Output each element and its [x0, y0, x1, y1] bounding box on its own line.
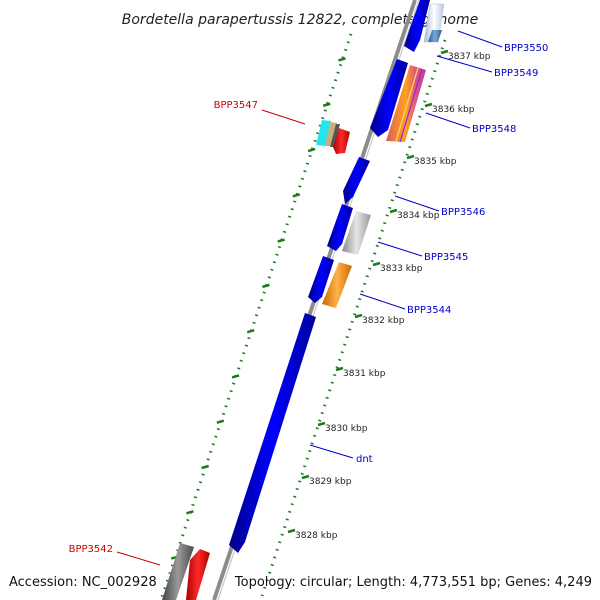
gene-label-dnt[interactable]: dnt: [356, 454, 373, 465]
gene-arrow-bpp3547-tan[interactable]: [325, 122, 337, 146]
scale-tick-label: 3831 kbp: [343, 369, 386, 379]
gene-arrow-bpp3545-blue[interactable]: [327, 204, 353, 251]
gene-arrow-bpp3550-steel[interactable]: [428, 30, 442, 42]
gene-label-bpp3542[interactable]: BPP3542: [69, 544, 113, 555]
gene-arrow-bpp3549-stripe: [395, 67, 419, 142]
scale-tick: [406, 154, 415, 160]
outer-track-mark: [201, 464, 209, 470]
scale-tick-label: 3836 kbp: [432, 105, 475, 115]
scale-tick-label: 3835 kbp: [414, 157, 457, 167]
outer-track-mark: [231, 374, 240, 379]
scale-tick-label: 3830 kbp: [325, 424, 368, 434]
outer-track-mark: [216, 419, 225, 424]
scale-tick: [317, 421, 326, 427]
gene-arrow-bpp3548-stripe: [399, 68, 423, 143]
gene-label-bpp3548[interactable]: BPP3548: [472, 124, 516, 135]
outer-dotted-track: [159, 33, 353, 600]
map-title: Bordetella parapertussis 12822, complete…: [122, 12, 478, 28]
scale-tick: [301, 474, 310, 480]
scale-tick: [424, 102, 433, 108]
gene-arrow-bpp3547-dark[interactable]: [330, 124, 340, 147]
accession-text: Accession: NC_002928: [9, 575, 157, 590]
gene-arrow-bpp3544-blue[interactable]: [308, 256, 334, 303]
scale-tick: [440, 49, 449, 55]
scale-tick-label: 3834 kbp: [397, 211, 440, 221]
scale-ticks: 3837 kbp 3836 kbp 3835 kbp 3834 kbp 3833 kbp…: [287, 49, 491, 541]
gene-arrow-bpp3547-red[interactable]: [333, 128, 350, 154]
scale-tick: [354, 313, 363, 319]
gene-arrow-bpp3549[interactable]: [386, 65, 426, 142]
gene-arrow-dnt[interactable]: [229, 313, 316, 553]
gene-arrow-bpp3546[interactable]: [343, 157, 370, 204]
gene-arrow-bpp3545[interactable]: [342, 211, 371, 255]
scale-tick-label: 3833 kbp: [380, 264, 423, 274]
gene-arrow-bpp3542[interactable]: [162, 543, 194, 600]
gene-label-bpp3546[interactable]: BPP3546: [441, 207, 485, 218]
scale-tick: [335, 366, 344, 372]
gene-label-bpp3550[interactable]: BPP3550: [504, 43, 548, 54]
gene-label-bpp3544[interactable]: BPP3544: [407, 305, 451, 316]
outer-track-mark: [292, 193, 301, 198]
gene-label-bpp3547[interactable]: BPP3547: [214, 100, 258, 111]
gene-label-bpp3549[interactable]: BPP3549: [494, 68, 538, 79]
gene-arrow-bpp3542-red[interactable]: [186, 549, 210, 600]
scale-tick-label: 3828 kbp: [295, 531, 338, 541]
scale-tick-label: 3837 kbp: [448, 52, 491, 62]
scale-tick-label: 3829 kbp: [309, 477, 352, 487]
gene-label-bpp3545[interactable]: BPP3545: [424, 252, 468, 263]
outer-track-mark: [322, 102, 331, 107]
gene-arrow-blue-3836[interactable]: [370, 59, 408, 137]
outer-track-mark: [186, 510, 194, 515]
topology-text: Topology: circular; Length: 4,773,551 bp…: [234, 575, 592, 590]
scale-tick: [389, 208, 398, 214]
gene-arrow-bpp3544[interactable]: [322, 262, 352, 308]
inner-dotted-ruler: [260, 39, 447, 597]
scale-tick: [287, 528, 296, 534]
gene-labels: BPP3550 BPP3549 BPP3548 BPP3547 BPP3546 …: [69, 43, 549, 555]
scale-tick-label: 3832 kbp: [362, 316, 405, 326]
outer-track-mark: [262, 283, 270, 289]
gene-features: [162, 0, 445, 600]
outer-track-mark: [277, 238, 285, 243]
outer-track-mark: [246, 328, 255, 334]
gene-arrow-top-blue[interactable]: [404, 0, 430, 52]
outer-track-mark: [307, 147, 316, 153]
scale-tick: [372, 261, 381, 267]
outer-track-mark: [338, 57, 346, 62]
label-connectors: [116, 30, 503, 566]
